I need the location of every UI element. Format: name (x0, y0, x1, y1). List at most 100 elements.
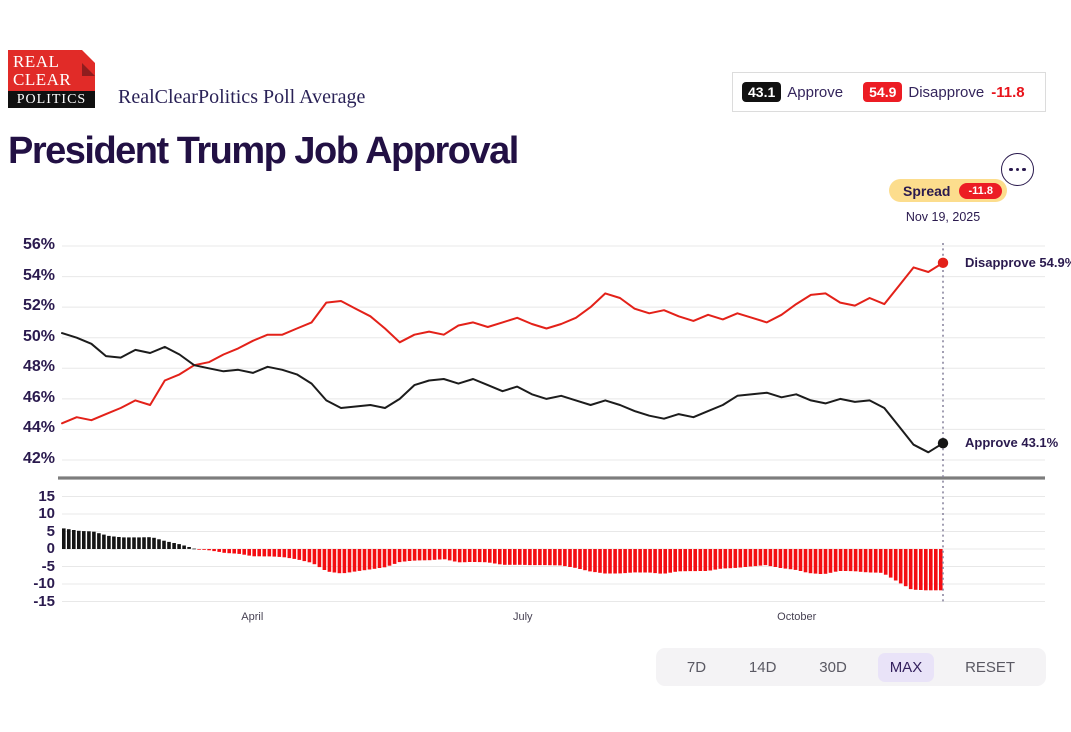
spread-bar (407, 549, 412, 561)
spread-bar (167, 541, 171, 549)
spread-badge-label: Spread (903, 182, 951, 199)
spread-bar (232, 549, 236, 554)
spread-bar (452, 549, 457, 562)
spread-bar (192, 548, 196, 550)
spread-bar (813, 549, 818, 574)
approve-end-label: Approve 43.1% (965, 435, 1059, 450)
spread-bar (262, 549, 267, 557)
spread-bar (222, 549, 226, 553)
logo-line1: REAL (13, 52, 60, 71)
spread-bar (733, 549, 738, 568)
spread-bar (823, 549, 828, 574)
spread-bar (503, 549, 507, 565)
spread-badge-value: -11.8 (959, 182, 1002, 199)
spread-bar (417, 549, 422, 561)
spread-bar (72, 530, 76, 549)
spread-bar (332, 549, 337, 573)
spread-bar (307, 549, 312, 563)
spread-bar (583, 549, 587, 571)
spread-bar (708, 549, 713, 571)
spread-bar (92, 531, 96, 549)
spread-bar (929, 549, 933, 591)
range-button-reset[interactable]: RESET (953, 653, 1027, 682)
spread-bar (357, 549, 362, 571)
spread-bar (157, 539, 161, 549)
spread-bar (267, 549, 272, 557)
spread-bar (878, 549, 883, 573)
range-button-30d[interactable]: 30D (807, 653, 859, 682)
spread-bar (337, 549, 342, 574)
spread-bar (613, 549, 617, 574)
spread-bar (653, 549, 657, 574)
spread-bar (513, 549, 517, 565)
spread-bar (277, 549, 282, 557)
spread-bar (913, 549, 918, 590)
range-button-max[interactable]: MAX (877, 652, 935, 682)
logo-line3: POLITICS (8, 91, 95, 108)
spread-bar (608, 549, 612, 574)
spread-bar (412, 549, 417, 561)
poll-line-approve (61, 332, 944, 454)
spread-bar (287, 549, 292, 559)
disapprove-value-badge: 54.9 (863, 82, 903, 102)
spread-bar (853, 549, 858, 572)
spread-bar (678, 549, 682, 572)
range-button-7d[interactable]: 7D (675, 653, 718, 682)
spread-bar (282, 549, 287, 558)
spread-bar (467, 549, 472, 562)
end-dot-approve (937, 437, 949, 449)
spread-bar (738, 549, 743, 568)
spread-bar (272, 549, 277, 557)
spread-bar (187, 547, 191, 549)
spread-bar (728, 549, 733, 569)
approval-legend: 43.1 Approve 54.9 Disapprove -11.8 (732, 72, 1046, 112)
spread-bar (447, 549, 452, 561)
page-title: President Trump Job Approval (8, 130, 519, 172)
spread-bar (688, 549, 692, 572)
spread-bar (843, 549, 848, 571)
spread-bar (462, 549, 467, 563)
spread-bar (623, 549, 627, 574)
spread-bar (698, 549, 703, 571)
chart-separator (58, 476, 1045, 480)
range-button-14d[interactable]: 14D (737, 653, 789, 682)
spread-bar (102, 534, 106, 549)
spread-bar (77, 530, 81, 549)
spread-bar (257, 549, 261, 557)
spread-bar (598, 549, 602, 573)
spread-bar (533, 549, 537, 566)
spread-bar (788, 549, 793, 570)
spread-bar (382, 549, 387, 568)
spread-bar (392, 549, 397, 564)
spread-bar (658, 549, 662, 574)
spread-bar (828, 549, 833, 573)
spread-bar (773, 549, 778, 567)
spread-bar (838, 549, 843, 571)
spread-bar (207, 549, 211, 551)
spread-bar (182, 545, 186, 549)
spread-bar (523, 549, 527, 565)
spread-bar (753, 549, 758, 567)
rcp-logo[interactable]: REAL CLEAR POLITICS (8, 50, 95, 108)
spread-bar (543, 549, 547, 566)
spread-bar (908, 549, 913, 590)
disapprove-end-label: Disapprove 54.9% (965, 255, 1071, 270)
spread-bar (493, 549, 497, 564)
spread-bar (718, 549, 723, 569)
spread-bar (107, 535, 111, 549)
spread-bar (62, 528, 66, 549)
spread-badge: Spread -11.8 (889, 179, 1007, 202)
more-options-button[interactable] (1001, 153, 1034, 186)
spread-bar (508, 549, 512, 565)
disapprove-label: Disapprove (908, 83, 985, 101)
spread-bar (588, 549, 592, 572)
spread-bar (212, 549, 216, 552)
spread-bar (793, 549, 798, 570)
spread-bar (888, 549, 893, 578)
spread-bar (858, 549, 863, 572)
spread-bar (528, 549, 532, 566)
logo-fold-corner-icon (82, 50, 95, 76)
spread-bar (573, 549, 577, 568)
spread-bar (442, 549, 447, 560)
